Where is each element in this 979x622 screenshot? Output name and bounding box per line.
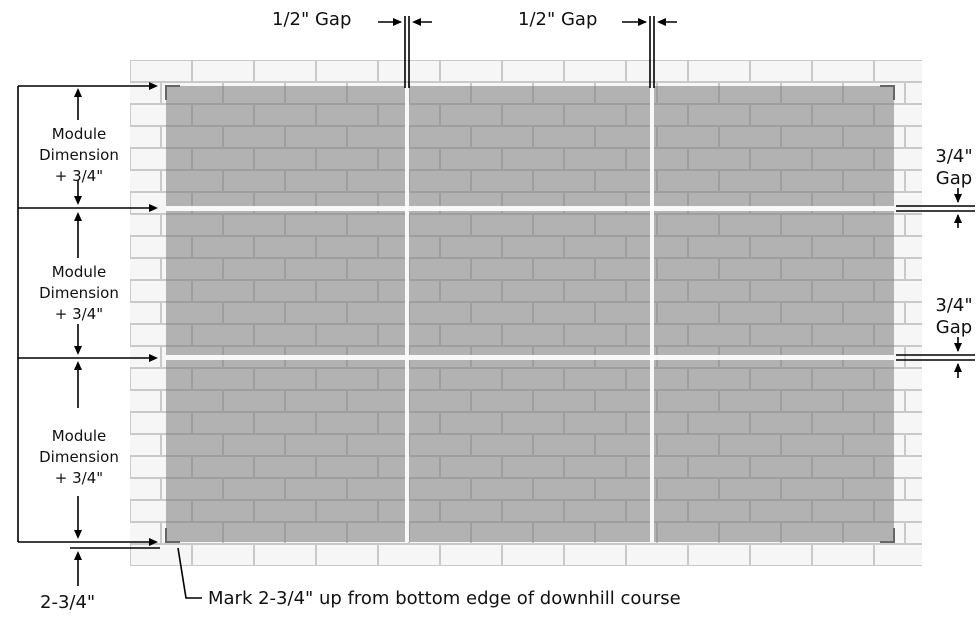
module-panels <box>166 86 894 542</box>
corner-marks <box>165 85 895 543</box>
vertical-gap-2 <box>650 86 654 542</box>
module-2-line-2: Dimension <box>39 284 119 302</box>
top-gap-label-1: 1/2" Gap <box>272 9 352 30</box>
module-1-line-1: Module <box>51 125 107 143</box>
horizontal-gap-1 <box>166 206 894 211</box>
right-gap-1-word: Gap <box>935 168 973 189</box>
module-1-line-2: Dimension <box>39 146 119 164</box>
top-gap-label-2: 1/2" Gap <box>518 9 598 30</box>
right-gap-2-size: 3/4" <box>935 295 973 316</box>
module-3-line-2: Dimension <box>39 448 119 466</box>
right-gap-label-2: 3/4" Gap <box>930 295 978 339</box>
module-label-3: Module Dimension + 3/4" <box>24 426 134 489</box>
arrow-heads <box>74 18 962 560</box>
module-label-2: Module Dimension + 3/4" <box>24 262 134 325</box>
right-gap-label-1: 3/4" Gap <box>930 146 978 190</box>
right-gap-2-word: Gap <box>935 317 973 338</box>
module-2-line-1: Module <box>51 263 107 281</box>
module-2-line-3: + 3/4" <box>54 305 104 323</box>
horizontal-gap-2 <box>166 355 894 360</box>
module-3-line-1: Module <box>51 427 107 445</box>
right-gap-1-size: 3/4" <box>935 146 973 167</box>
module-1-line-3: + 3/4" <box>54 167 104 185</box>
instruction-label: Mark 2-3/4" up from bottom edge of downh… <box>208 588 681 609</box>
module-label-1: Module Dimension + 3/4" <box>24 124 134 187</box>
vertical-gap-1 <box>405 86 409 542</box>
bottom-offset-label: 2-3/4" <box>40 592 96 613</box>
module-3-line-3: + 3/4" <box>54 469 104 487</box>
